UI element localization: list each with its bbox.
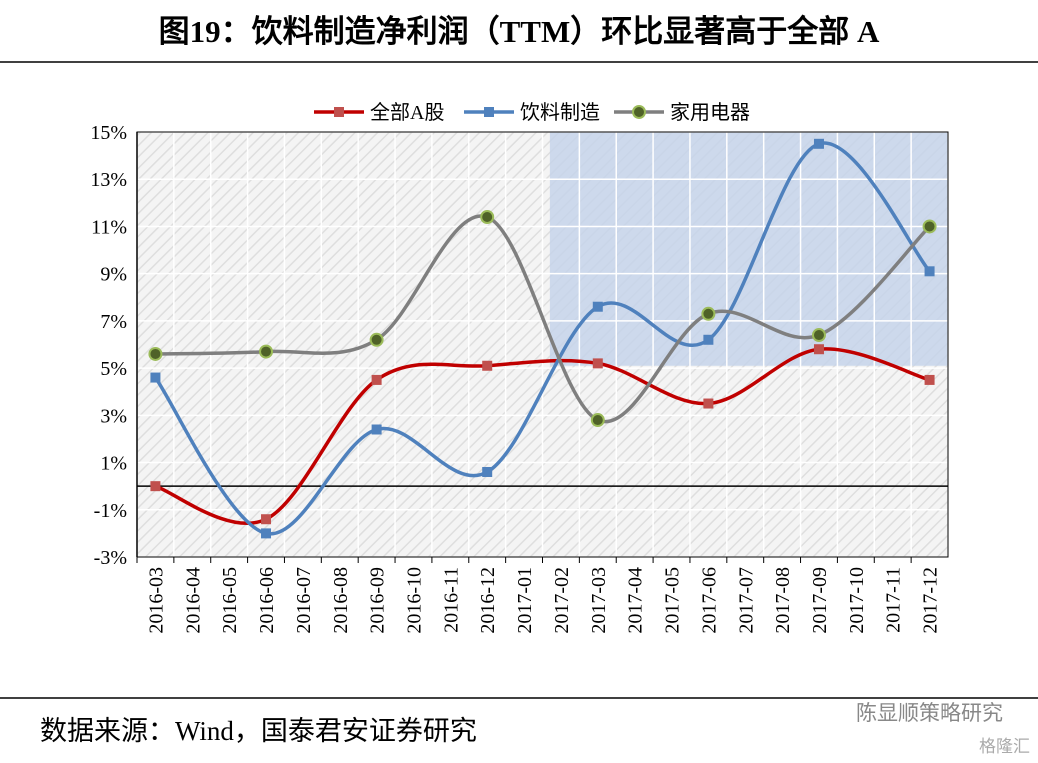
- plot: -3% -1% 1% 3% 5% 7% 9% 11% 13% 15% 2016-03 2016-04 2…: [90, 101, 949, 634]
- x-tick-label: 2017-06: [698, 567, 720, 634]
- series-line: [155, 214, 931, 424]
- marker: [922, 219, 937, 234]
- marker: [703, 398, 714, 409]
- marker: [592, 358, 603, 369]
- marker: [150, 481, 161, 492]
- legend-label: 全部A股: [370, 101, 444, 124]
- x-tick-label: 2017-02: [551, 567, 573, 634]
- marker: [148, 346, 163, 361]
- y-tick-label: -1%: [94, 500, 127, 522]
- x-tick-label: 2016-10: [403, 567, 425, 634]
- x-tick-label: 2016-06: [256, 567, 278, 634]
- x-tick-label: 2017-10: [846, 567, 868, 634]
- y-tick-label: -3%: [94, 547, 127, 569]
- marker: [813, 344, 824, 355]
- watermark: 格隆汇: [979, 737, 1030, 757]
- x-tick-label: 2017-07: [735, 567, 757, 634]
- x-tick-label: 2016-05: [219, 567, 241, 634]
- x-tick-label: 2017-09: [809, 567, 831, 634]
- marker: [590, 413, 605, 428]
- y-tick-label: 7%: [100, 311, 127, 333]
- marker: [261, 528, 272, 539]
- marker: [369, 332, 384, 347]
- legend-marker: [632, 105, 646, 119]
- x-tick-label: 2017-12: [920, 567, 942, 634]
- marker: [924, 266, 935, 277]
- x-tick-label: 2016-03: [145, 567, 167, 634]
- legend-marker: [334, 107, 344, 117]
- marker: [261, 514, 272, 525]
- legend-label: 饮料制造: [520, 101, 600, 124]
- marker: [150, 372, 161, 383]
- x-tick-label: 2017-11: [883, 567, 905, 633]
- legend-marker: [484, 107, 494, 117]
- source: 数据来源：Wind，国泰君安证券研究: [40, 716, 477, 746]
- x-tick-label: 2017-04: [625, 567, 647, 634]
- series-line: [154, 347, 931, 526]
- x-tick-label: 2016-12: [477, 567, 499, 634]
- chart-title: 图19：饮料制造净利润（TTM）环比显著高于全部 A: [159, 14, 880, 49]
- marker: [482, 360, 493, 371]
- marker: [259, 344, 274, 359]
- x-tick-label: 2016-07: [293, 567, 315, 634]
- series-line: [154, 141, 931, 536]
- y-tick-label: 3%: [100, 405, 127, 427]
- marker: [480, 210, 495, 224]
- marker: [701, 306, 716, 321]
- marker: [371, 374, 382, 385]
- y-tick-label: 1%: [100, 453, 127, 475]
- marker: [592, 301, 603, 312]
- x-tick-label: 2017-08: [772, 567, 794, 634]
- y-tick-label: 13%: [90, 169, 127, 191]
- x-tick-label: 2016-11: [440, 567, 462, 633]
- x-tick-label: 2016-08: [330, 567, 352, 634]
- marker: [924, 374, 935, 385]
- y-tick-label: 15%: [90, 122, 127, 144]
- legend-label: 家用电器: [670, 101, 750, 124]
- watermark: 陈显顺策略研究: [856, 701, 1003, 725]
- highlight: [549, 132, 948, 366]
- y-tick-label: 5%: [100, 358, 127, 380]
- legend: 全部A股 饮料制造 家用电器: [314, 101, 750, 124]
- x-tick-label: 2017-03: [588, 567, 610, 634]
- x-tick-label: 2016-09: [367, 567, 389, 634]
- y-tick-label: 11%: [91, 216, 127, 238]
- x-tick-label: 2017-05: [662, 567, 684, 634]
- x-tick-label: 2017-01: [514, 567, 536, 634]
- y-tick-label: 9%: [100, 264, 127, 286]
- marker: [371, 424, 382, 435]
- marker: [482, 467, 493, 477]
- x-tick-label: 2016-04: [182, 567, 204, 634]
- marker: [813, 138, 824, 149]
- marker: [811, 328, 826, 343]
- marker: [703, 334, 714, 345]
